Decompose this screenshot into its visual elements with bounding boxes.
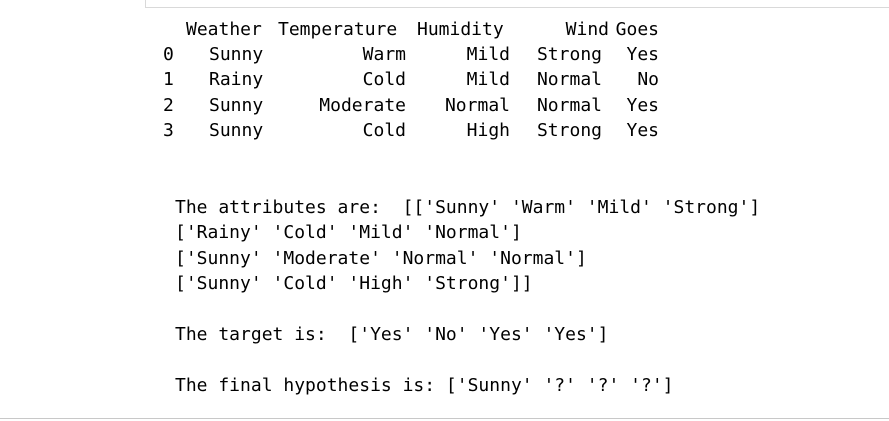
attributes-output-line: The attributes are: [['Sunny' 'Warm' 'Mi… bbox=[175, 197, 761, 218]
table-cell-humidity: Mild bbox=[466, 69, 510, 90]
table-cell-weather: Sunny bbox=[209, 120, 264, 141]
table-cell-wind: Strong bbox=[536, 120, 602, 141]
table-cell-goes: Yes bbox=[626, 95, 659, 116]
table-cell-weather: Rainy bbox=[209, 69, 264, 90]
attributes-output-line: ['Sunny' 'Moderate' 'Normal' 'Normal'] bbox=[175, 248, 587, 269]
table-cell-goes: Yes bbox=[626, 120, 659, 141]
table-cell-weather: Sunny bbox=[209, 95, 264, 116]
cell-divider bbox=[0, 418, 889, 419]
table-cell-weather: Sunny bbox=[209, 44, 264, 65]
row-index: 2 bbox=[163, 95, 174, 116]
table-cell-wind: Strong bbox=[536, 44, 602, 65]
row-index: 0 bbox=[163, 44, 174, 65]
table-cell-wind: Normal bbox=[536, 95, 602, 116]
attributes-output-line: ['Sunny' 'Cold' 'High' 'Strong']] bbox=[175, 273, 533, 294]
table-cell-humidity: Normal bbox=[444, 95, 510, 116]
table-cell-goes: No bbox=[637, 69, 659, 90]
hypothesis-output-line: The final hypothesis is: ['Sunny' '?' '?… bbox=[175, 375, 674, 396]
table-cell-goes: Yes bbox=[626, 44, 659, 65]
column-header-wind: Wind bbox=[565, 19, 609, 40]
column-header-goes: Goes bbox=[615, 19, 659, 40]
table-cell-humidity: Mild bbox=[466, 44, 510, 65]
table-cell-wind: Normal bbox=[536, 69, 602, 90]
table-cell-temperature: Cold bbox=[362, 69, 406, 90]
attributes-output-line: ['Rainy' 'Cold' 'Mild' 'Normal'] bbox=[175, 222, 522, 243]
column-header-humidity: Humidity bbox=[417, 19, 504, 40]
table-cell-temperature: Warm bbox=[362, 44, 406, 65]
output-cell-frame bbox=[145, 0, 889, 8]
table-cell-temperature: Cold bbox=[362, 120, 406, 141]
row-index: 3 bbox=[163, 120, 174, 141]
column-header-temperature: Temperature bbox=[278, 19, 398, 40]
column-header-weather: Weather bbox=[186, 19, 262, 40]
target-output-line: The target is: ['Yes' 'No' 'Yes' 'Yes'] bbox=[175, 324, 609, 345]
table-cell-humidity: High bbox=[466, 120, 510, 141]
row-index: 1 bbox=[163, 69, 174, 90]
table-cell-temperature: Moderate bbox=[319, 95, 406, 116]
